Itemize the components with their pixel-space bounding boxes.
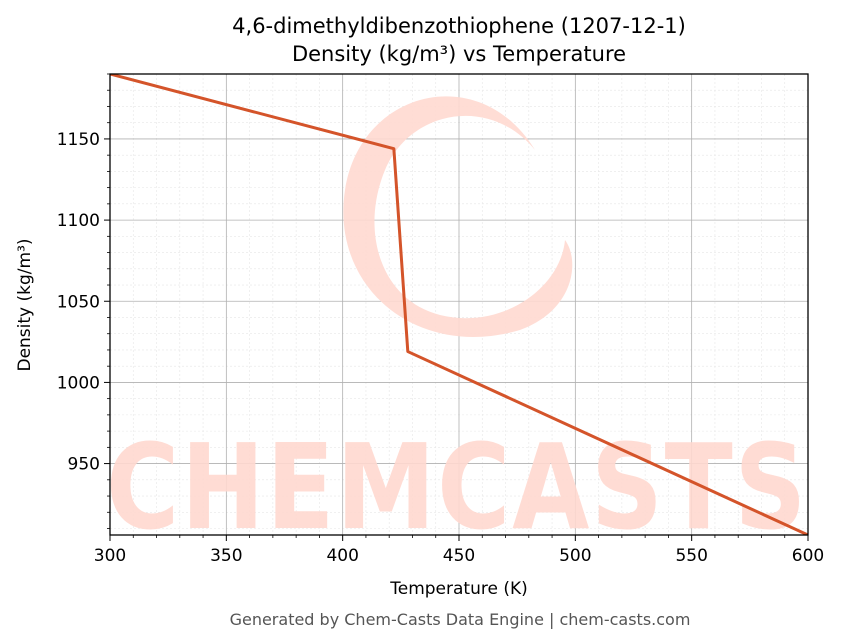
y-tick-label: 1000 [57,373,100,393]
x-axis-label: Temperature (K) [389,579,528,599]
x-tick-label: 300 [94,546,126,566]
y-tick-label: 1150 [57,130,100,150]
x-axis: 300 350 400 450 500 550 600 [94,535,824,566]
series-layer [110,74,808,535]
footer-credit: Generated by Chem-Casts Data Engine | ch… [230,610,691,629]
watermark-swirl-logo [343,96,573,338]
density-series-line [110,74,808,535]
y-tick-label: 950 [68,455,100,475]
x-tick-label: 550 [675,546,707,566]
y-axis: 950 1000 1050 1100 1150 [57,73,110,529]
x-tick-label: 400 [326,546,358,566]
watermark-text: CHEMCASTS [106,418,808,556]
chart-subtitle: Density (kg/m³) vs Temperature [292,42,626,66]
plot-area: CHEMCASTS 300 350 400 450 500 550 600 950 1000 1… [57,73,824,566]
x-tick-label: 450 [443,546,475,566]
y-axis-label: Density (kg/m³) [15,238,35,371]
watermark: CHEMCASTS [106,96,808,556]
y-tick-label: 1050 [57,292,100,312]
x-tick-label: 350 [210,546,242,566]
y-tick-label: 1100 [57,211,100,231]
chart-title: 4,6-dimethyldibenzothiophene (1207-12-1) [232,14,686,38]
x-tick-label: 500 [559,546,591,566]
x-tick-label: 600 [792,546,824,566]
